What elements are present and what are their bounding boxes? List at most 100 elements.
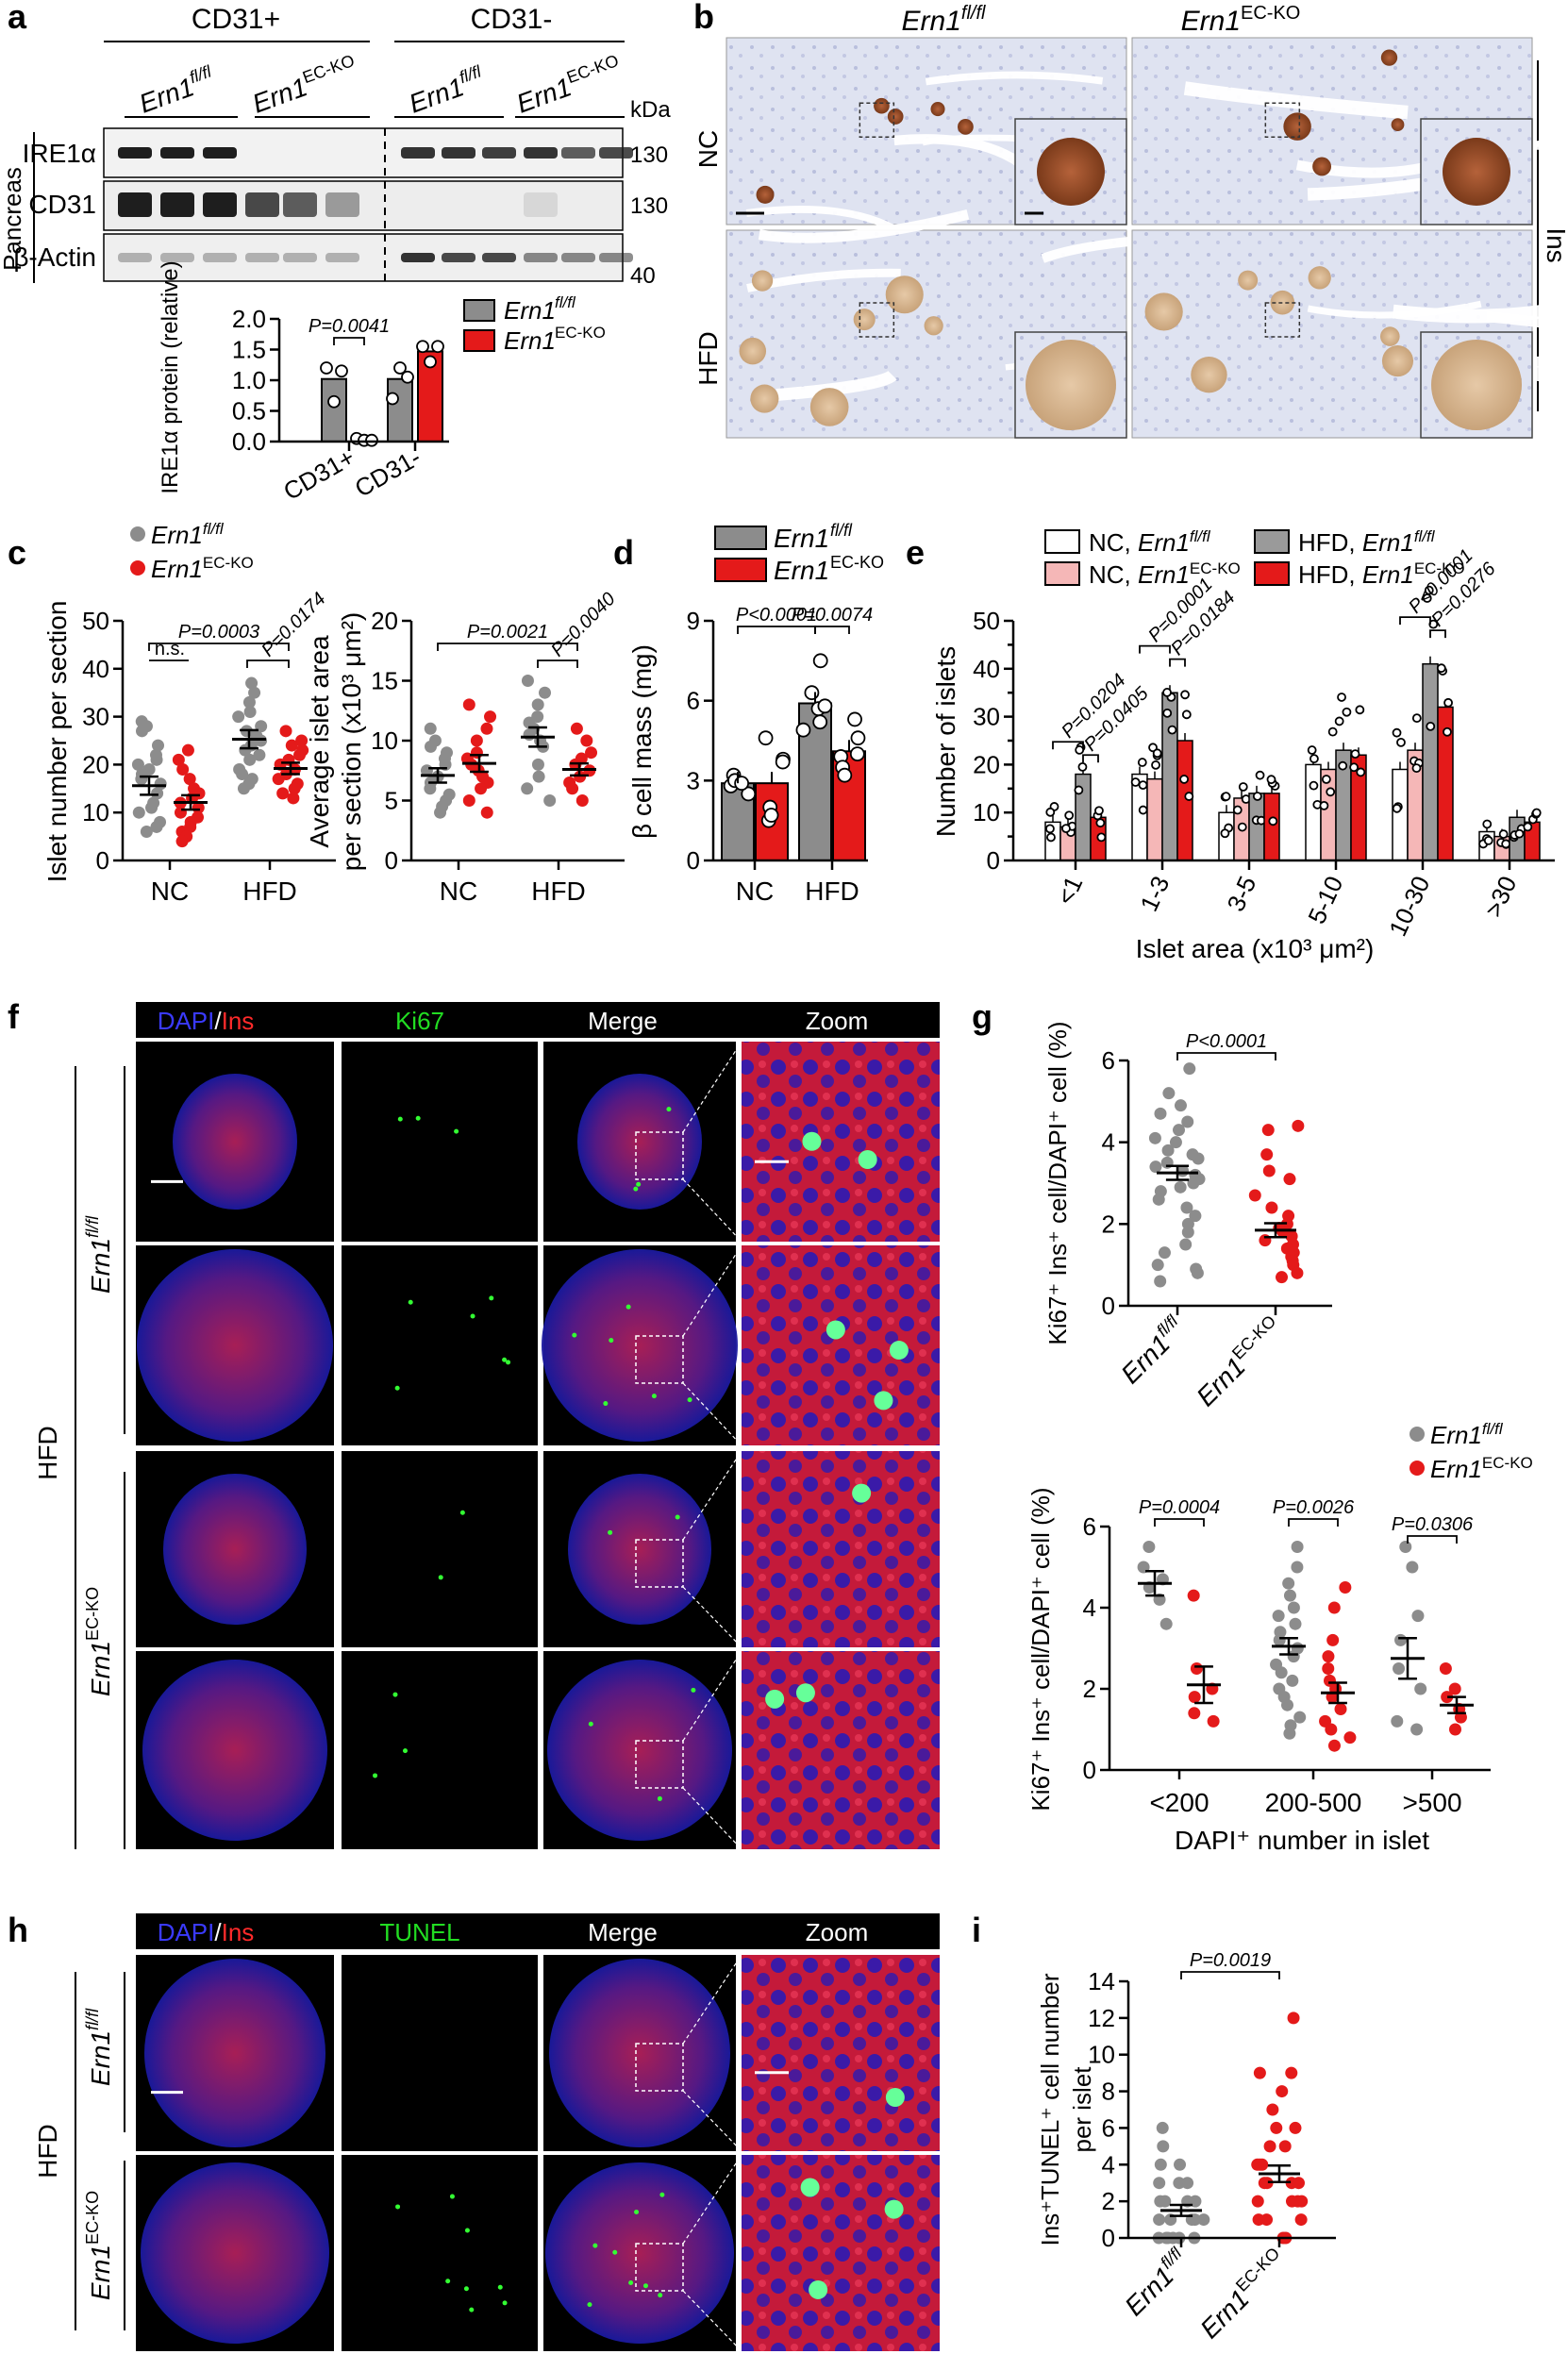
point-i xyxy=(1173,2177,1186,2190)
point-c2 xyxy=(424,782,437,795)
x-tick-g1-1: Ern1EC-KO xyxy=(1189,1311,1289,1411)
y-tick-e-10: 50 xyxy=(973,607,1000,635)
point-i xyxy=(1293,2177,1306,2190)
point-e xyxy=(1411,713,1422,724)
point-e xyxy=(1237,822,1247,832)
point-a xyxy=(424,355,437,369)
chart-g2: 0 2 4 6 Ki67⁺ Ins⁺ cell/DAPI⁺ cell (%) <200 20… xyxy=(1026,1487,1491,1855)
point-i xyxy=(1251,2195,1264,2208)
point-i xyxy=(1287,2012,1300,2025)
blot-band xyxy=(561,253,595,262)
islet xyxy=(958,118,974,135)
point-g2 xyxy=(1291,1541,1304,1553)
point-e xyxy=(1179,775,1190,784)
point-g2 xyxy=(1439,1662,1452,1675)
point-e xyxy=(1220,828,1230,839)
point-c2 xyxy=(543,794,557,807)
point-e xyxy=(1514,828,1525,839)
y-tick-i-2: 4 xyxy=(1102,2150,1115,2179)
point-c2 xyxy=(570,722,583,735)
y-tick-c1-3: 30 xyxy=(82,703,109,731)
point-e xyxy=(1152,748,1162,759)
fluo-tile xyxy=(342,1245,538,1445)
p-value-d2: P=0.0074 xyxy=(792,605,873,626)
point-e xyxy=(1443,726,1452,737)
islet xyxy=(1381,345,1414,377)
chart-a: 0.00.5 1.01.5 2.0 IRE1α protein (relative) C… xyxy=(158,260,606,506)
point-e xyxy=(1266,775,1276,785)
point-e xyxy=(1482,819,1493,829)
chart-e: 0 10 20 30 40 50 Number of islets <1 1-3 3-5 5-10 1… xyxy=(931,527,1555,963)
bar-e-2-2 xyxy=(1248,793,1265,861)
point-c1 xyxy=(255,734,268,747)
point-e xyxy=(1411,763,1422,774)
point-e xyxy=(1221,792,1231,802)
point-c1 xyxy=(248,686,261,699)
point-e xyxy=(1095,818,1106,828)
panel-f-label: f xyxy=(8,997,20,1036)
p-value-a: P=0.0041 xyxy=(309,316,390,337)
b-row-nc: NC xyxy=(693,130,723,168)
point-d xyxy=(775,754,791,770)
point-i xyxy=(1278,2140,1292,2153)
b-ins-label: Ins xyxy=(1542,227,1568,262)
point-i xyxy=(1253,2158,1266,2171)
point-g1 xyxy=(1261,1124,1275,1137)
islet xyxy=(1238,270,1259,291)
point-g2 xyxy=(1441,1691,1454,1704)
point-g1 xyxy=(1169,1136,1182,1149)
zoom-tile xyxy=(742,2155,940,2351)
point-g2 xyxy=(1275,1666,1288,1679)
point-e xyxy=(1443,697,1453,708)
point-g1 xyxy=(1162,1087,1176,1100)
point-g1 xyxy=(1262,1164,1276,1177)
point-c1 xyxy=(243,753,257,766)
legend-c-fl: Ern1fl/fl xyxy=(151,520,225,549)
point-g2 xyxy=(1188,1707,1201,1720)
zoom-tile xyxy=(742,1955,940,2151)
blot-band xyxy=(599,253,633,262)
islet-stain xyxy=(137,1249,333,1442)
point-e xyxy=(1061,824,1071,834)
legend-e-0: NC, Ern1fl/fl xyxy=(1089,527,1211,557)
cd31pos-header: CD31+ xyxy=(192,4,280,35)
point-c1 xyxy=(131,758,144,771)
point-g1 xyxy=(1174,1180,1187,1194)
p-value-c2b: P=0.0040 xyxy=(547,589,620,661)
pancreas-label: Pancreas xyxy=(0,167,26,271)
point-e xyxy=(1096,832,1107,843)
legend-e-1: NC, Ern1EC-KO xyxy=(1089,559,1241,589)
y-axis-label-d: β cell mass (mg) xyxy=(627,644,657,839)
x-tick-c2-0: NC xyxy=(440,876,477,906)
p-value-g2a: P=0.0004 xyxy=(1139,1497,1220,1518)
blot-band xyxy=(160,253,194,262)
point-e xyxy=(1426,721,1436,731)
point-c1 xyxy=(232,710,245,724)
point-a xyxy=(416,340,429,354)
point-e xyxy=(1045,824,1055,834)
point-d xyxy=(850,730,866,746)
x-tick-g1-0: Ern1fl/fl xyxy=(1113,1311,1192,1390)
point-e xyxy=(1075,745,1085,755)
point-g2 xyxy=(1282,1577,1295,1590)
panel-d: d 0 3 6 9 β cell mass (mg) NC HFD P<0.0001P=0.0… xyxy=(613,521,884,906)
islet xyxy=(887,109,904,125)
islet xyxy=(750,384,779,413)
h-head-dapi-ins: DAPI/Ins xyxy=(158,1918,255,1946)
svg-text:fl/fl: fl/fl xyxy=(830,521,853,540)
point-c1 xyxy=(181,743,194,757)
y-tick-d-1: 3 xyxy=(687,766,700,794)
point-e xyxy=(1184,792,1194,801)
point-e xyxy=(1138,780,1148,791)
point-g1 xyxy=(1183,1062,1196,1076)
cd31neg-header: CD31- xyxy=(471,4,553,35)
point-g2 xyxy=(1283,1727,1296,1740)
blot-band xyxy=(283,253,317,262)
islet-stain xyxy=(542,1249,738,1442)
point-g1 xyxy=(1283,1173,1296,1186)
point-g2 xyxy=(1343,1731,1357,1745)
point-c1 xyxy=(135,773,148,786)
legend-c: Ern1fl/fl Ern1EC-KO xyxy=(130,520,254,583)
